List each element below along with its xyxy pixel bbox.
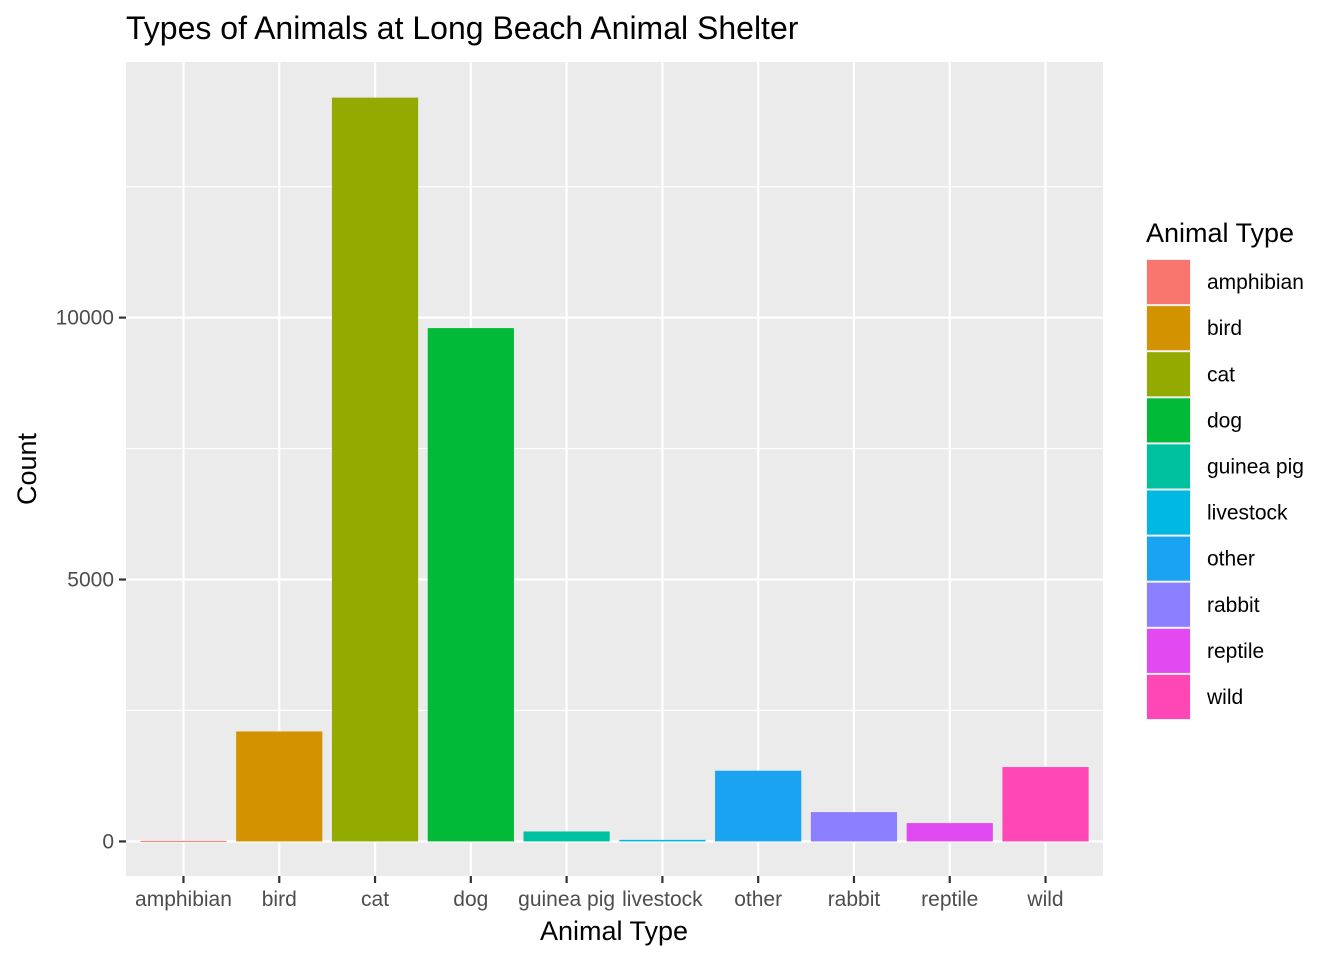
y-tick-label: 5000 <box>67 569 114 592</box>
legend-label: dog <box>1207 409 1242 432</box>
x-tick-label: cat <box>361 888 389 911</box>
bar-other <box>715 770 802 842</box>
bar-rabbit <box>810 812 898 842</box>
legend-key <box>1147 352 1190 397</box>
bar-livestock <box>619 839 706 842</box>
x-tick-label: bird <box>262 888 297 911</box>
legend-label: other <box>1207 548 1255 571</box>
x-tick-label: dog <box>453 888 488 911</box>
legend-key <box>1147 536 1190 581</box>
legend-key <box>1147 444 1190 489</box>
legend-key <box>1147 306 1190 351</box>
legend-label: amphibian <box>1207 271 1304 294</box>
x-tick-label: amphibian <box>135 888 232 911</box>
legend-key <box>1147 260 1190 305</box>
legend-label: bird <box>1207 317 1242 340</box>
bar-wild <box>1002 767 1089 842</box>
legend-label: livestock <box>1207 502 1288 525</box>
x-axis: amphibian bird cat dog guinea pig livestock ot… <box>135 876 1064 911</box>
x-tick-label: other <box>734 888 782 911</box>
x-tick-label: rabbit <box>828 888 881 911</box>
y-tick-label: 0 <box>102 830 114 853</box>
legend-label: guinea pig <box>1207 455 1304 478</box>
bar-guinea-pig <box>523 831 610 842</box>
bar-amphibian <box>140 840 227 842</box>
legend-label: cat <box>1207 363 1235 386</box>
legend-label: rabbit <box>1207 594 1260 617</box>
x-tick-label: livestock <box>622 888 703 911</box>
bars <box>140 97 1089 842</box>
legend: Animal Type amphibian bird cat dog guinea pi… <box>1146 218 1304 720</box>
legend-title: Animal Type <box>1146 218 1294 248</box>
legend-label: wild <box>1206 686 1243 709</box>
legend-key <box>1147 674 1190 719</box>
legend-label: reptile <box>1207 640 1264 663</box>
y-axis-title: Count <box>12 432 42 505</box>
x-tick-label: guinea pig <box>518 888 615 911</box>
y-axis: 0 5000 10000 <box>56 307 126 853</box>
x-tick-label: wild <box>1026 888 1063 911</box>
bar-dog <box>427 328 514 842</box>
bar-reptile <box>906 823 993 842</box>
legend-key <box>1147 398 1190 443</box>
legend-key <box>1147 628 1190 673</box>
legend-key <box>1147 490 1190 535</box>
bar-bird <box>236 731 323 842</box>
x-axis-title: Animal Type <box>540 916 688 946</box>
x-tick-label: reptile <box>921 888 978 911</box>
legend-key <box>1147 582 1190 627</box>
y-tick-label: 10000 <box>56 307 114 330</box>
chart-title: Types of Animals at Long Beach Animal Sh… <box>126 10 799 46</box>
minor-gridlines <box>126 186 1103 712</box>
bar-cat <box>331 97 419 842</box>
